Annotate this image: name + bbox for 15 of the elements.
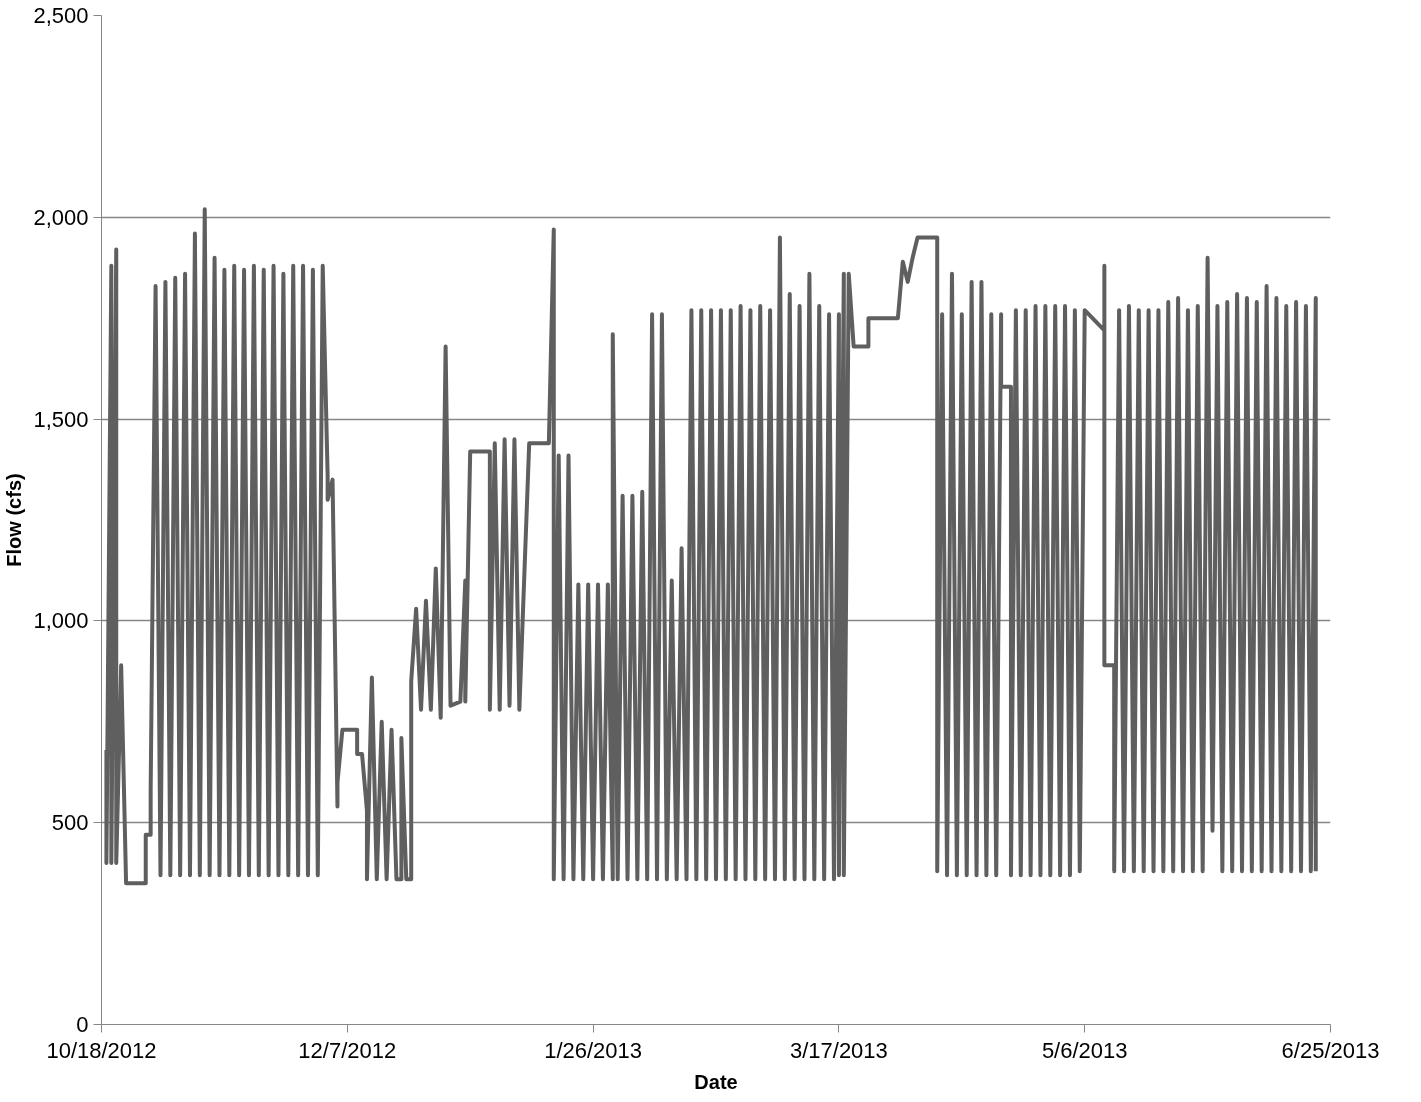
line-series bbox=[104, 207, 1318, 886]
x-tick-label: 3/17/2013 bbox=[789, 1037, 888, 1063]
y-axis-title: Flow (cfs) bbox=[3, 473, 26, 567]
x-tick-label: 1/26/2013 bbox=[544, 1037, 643, 1063]
y-tick-label: 2,000 bbox=[33, 204, 89, 230]
x-tick-label: 5/6/2013 bbox=[1041, 1037, 1128, 1063]
x-axis-title: Date bbox=[694, 1070, 738, 1093]
y-tick-label: 500 bbox=[51, 810, 89, 836]
y-tick-label: 2,500 bbox=[33, 3, 89, 28]
x-tick-label: 12/7/2012 bbox=[298, 1037, 397, 1063]
y-tick-label: 0 bbox=[76, 1012, 89, 1037]
x-tick-label: 6/25/2013 bbox=[1281, 1037, 1380, 1063]
y-tick-label: 1,500 bbox=[33, 406, 89, 432]
y-tick-label: 1,000 bbox=[33, 608, 89, 634]
x-tick-label: 10/18/2012 bbox=[46, 1037, 157, 1063]
